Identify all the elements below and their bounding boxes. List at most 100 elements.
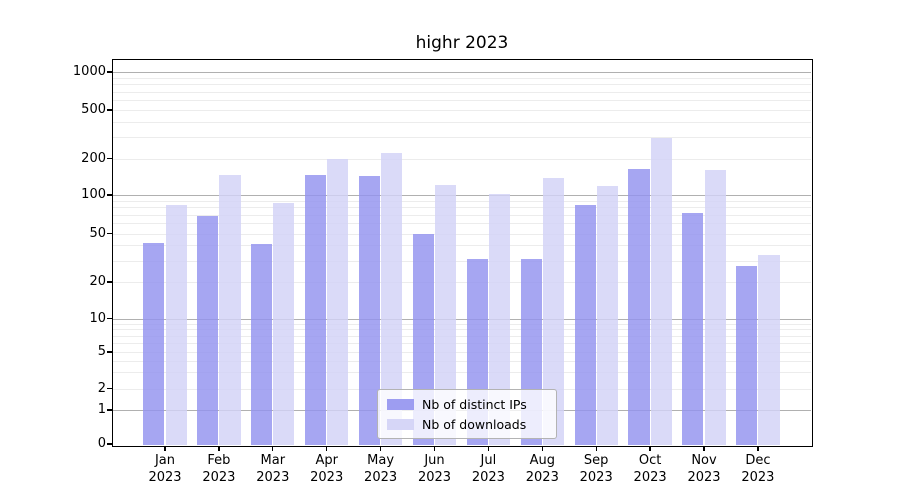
legend: Nb of distinct IPs Nb of downloads	[377, 389, 557, 439]
bar-downloads-oct	[650, 138, 672, 445]
minor-gridline	[113, 137, 811, 139]
minor-gridline	[113, 233, 811, 235]
y-tick-label: 10	[89, 310, 106, 326]
y-tick-label: 0	[97, 436, 106, 451]
y-tick-mark	[107, 71, 112, 73]
legend-swatch-distinct-ips	[387, 399, 414, 411]
plot-canvas	[113, 60, 811, 445]
minor-gridline	[113, 207, 811, 209]
minor-gridline	[113, 77, 811, 79]
y-tick-mark	[107, 351, 112, 353]
x-tick-label: Mar 2023	[256, 453, 290, 485]
bar-distinct-ips-jan	[143, 242, 165, 445]
x-tick-mark	[326, 446, 328, 451]
minor-gridline	[113, 343, 811, 345]
y-tick-mark	[107, 109, 112, 111]
major-gridline	[113, 72, 811, 73]
minor-gridline	[113, 223, 811, 225]
bar-distinct-ips-sep	[574, 204, 596, 445]
minor-gridline	[113, 158, 811, 160]
bar-downloads-feb	[219, 175, 241, 445]
y-tick-mark	[107, 157, 112, 160]
x-tick-label: Sep 2023	[579, 453, 613, 485]
y-tick-label: 50	[89, 225, 106, 241]
x-tick-label: Nov 2023	[687, 453, 721, 485]
x-tick-label: Apr 2023	[310, 453, 344, 485]
y-tick-label: 1000	[72, 64, 106, 79]
y-tick-mark	[107, 387, 112, 390]
minor-gridline	[113, 200, 811, 202]
x-tick-mark	[218, 446, 220, 451]
minor-gridline	[113, 323, 811, 325]
legend-entry-distinct-ips: Nb of distinct IPs	[387, 395, 547, 415]
legend-label-distinct-ips: Nb of distinct IPs	[422, 397, 527, 413]
bar-distinct-ips-may	[358, 176, 381, 445]
bar-downloads-apr	[327, 158, 349, 445]
x-tick-mark	[164, 446, 166, 451]
x-tick-label: Dec 2023	[741, 453, 775, 485]
major-gridline	[113, 318, 811, 320]
bar-downloads-mar	[273, 202, 295, 445]
minor-gridline	[113, 329, 811, 331]
bar-downloads-may	[381, 153, 403, 445]
x-tick-label: Oct 2023	[633, 453, 667, 485]
legend-label-downloads: Nb of downloads	[422, 416, 527, 432]
minor-gridline	[113, 245, 811, 247]
x-tick-mark	[272, 446, 274, 451]
bar-distinct-ips-apr	[305, 175, 327, 445]
bar-distinct-ips-oct	[628, 169, 650, 445]
bar-downloads-jul	[488, 193, 511, 445]
bar-downloads-jan	[165, 204, 187, 445]
x-tick-mark	[487, 446, 490, 451]
minor-gridline	[113, 214, 811, 216]
x-tick-mark	[703, 446, 705, 451]
major-gridline	[113, 195, 811, 196]
bar-distinct-ips-feb	[197, 216, 219, 445]
y-tick-mark	[107, 443, 112, 445]
legend-swatch-downloads	[387, 418, 414, 430]
bar-distinct-ips-mar	[251, 244, 273, 445]
bar-distinct-ips-nov	[682, 213, 704, 445]
x-tick-mark	[379, 446, 382, 451]
minor-gridline	[113, 84, 811, 86]
bar-downloads-nov	[704, 170, 726, 445]
x-tick-label: Jun 2023	[417, 453, 452, 485]
bar-distinct-ips-dec	[736, 266, 758, 445]
x-tick-mark	[757, 446, 759, 451]
x-tick-label: Jul 2023	[471, 453, 505, 485]
minor-gridline	[113, 121, 811, 123]
bar-downloads-sep	[596, 186, 618, 445]
x-tick-mark	[433, 446, 436, 451]
minor-gridline	[113, 352, 811, 353]
x-tick-label: Feb 2023	[202, 453, 236, 485]
y-tick-label: 500	[81, 102, 106, 117]
x-tick-label: Aug 2023	[525, 453, 559, 485]
bar-downloads-dec	[758, 255, 780, 445]
y-tick-mark	[107, 409, 112, 411]
chart-title: highr 2023	[415, 33, 509, 53]
y-tick-label: 1	[97, 402, 106, 417]
legend-entry-downloads: Nb of downloads	[387, 415, 547, 435]
y-tick-mark	[107, 281, 112, 283]
y-tick-label: 100	[81, 187, 106, 202]
x-tick-mark	[595, 446, 597, 451]
minor-gridline	[113, 282, 811, 283]
y-tick-mark	[107, 194, 112, 196]
y-tick-label: 200	[81, 150, 106, 166]
minor-gridline	[113, 100, 811, 101]
minor-gridline	[113, 110, 811, 111]
x-tick-mark	[541, 446, 543, 451]
x-tick-mark	[649, 446, 651, 451]
minor-gridline	[113, 335, 811, 337]
minor-gridline	[113, 372, 811, 374]
minor-gridline	[113, 260, 811, 262]
bar-downloads-aug	[542, 178, 564, 445]
x-tick-label: Jan 2023	[148, 453, 182, 485]
y-tick-label: 5	[97, 344, 106, 359]
y-tick-mark	[107, 232, 112, 235]
y-tick-label: 2	[97, 380, 106, 396]
bar-downloads-jun	[435, 184, 457, 445]
y-tick-label: 20	[89, 274, 106, 289]
minor-gridline	[113, 91, 811, 93]
